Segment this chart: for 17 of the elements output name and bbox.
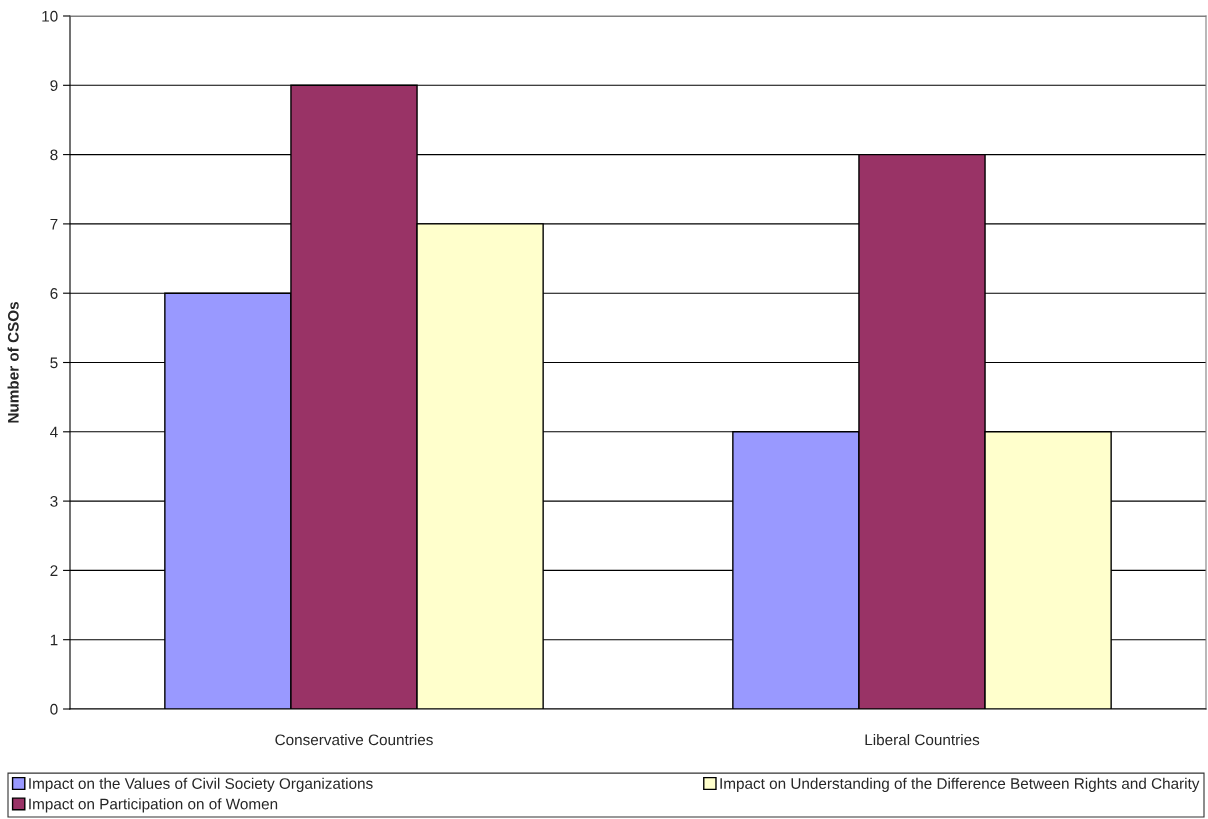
- y-axis-title: Number of CSOs: [7, 302, 19, 423]
- y-tick-label: 10: [42, 10, 58, 22]
- y-tick-label: 6: [50, 288, 58, 299]
- y-tick-label: 0: [50, 703, 58, 715]
- y-tick-label: 2: [50, 565, 58, 576]
- y-tick-label: 7: [50, 218, 58, 230]
- x-tick-label: Liberal Countries: [865, 734, 980, 746]
- y-tick-label: 5: [50, 357, 58, 369]
- y-tick-label: 8: [50, 149, 58, 161]
- x-tick-label: Conservative Countries: [275, 734, 433, 746]
- y-tick-label: 3: [50, 495, 58, 507]
- legend-label: Impact on Understanding of the Difference Between Rights and Charity: [720, 777, 1200, 792]
- legend-label: Impact on Participation on of Women: [29, 798, 278, 813]
- y-tick-label: 4: [50, 426, 58, 438]
- y-tick-label: 9: [50, 80, 58, 91]
- y-tick-label: 1: [50, 634, 58, 646]
- legend-label: Impact on the Values of Civil Society Organizations: [29, 777, 373, 792]
